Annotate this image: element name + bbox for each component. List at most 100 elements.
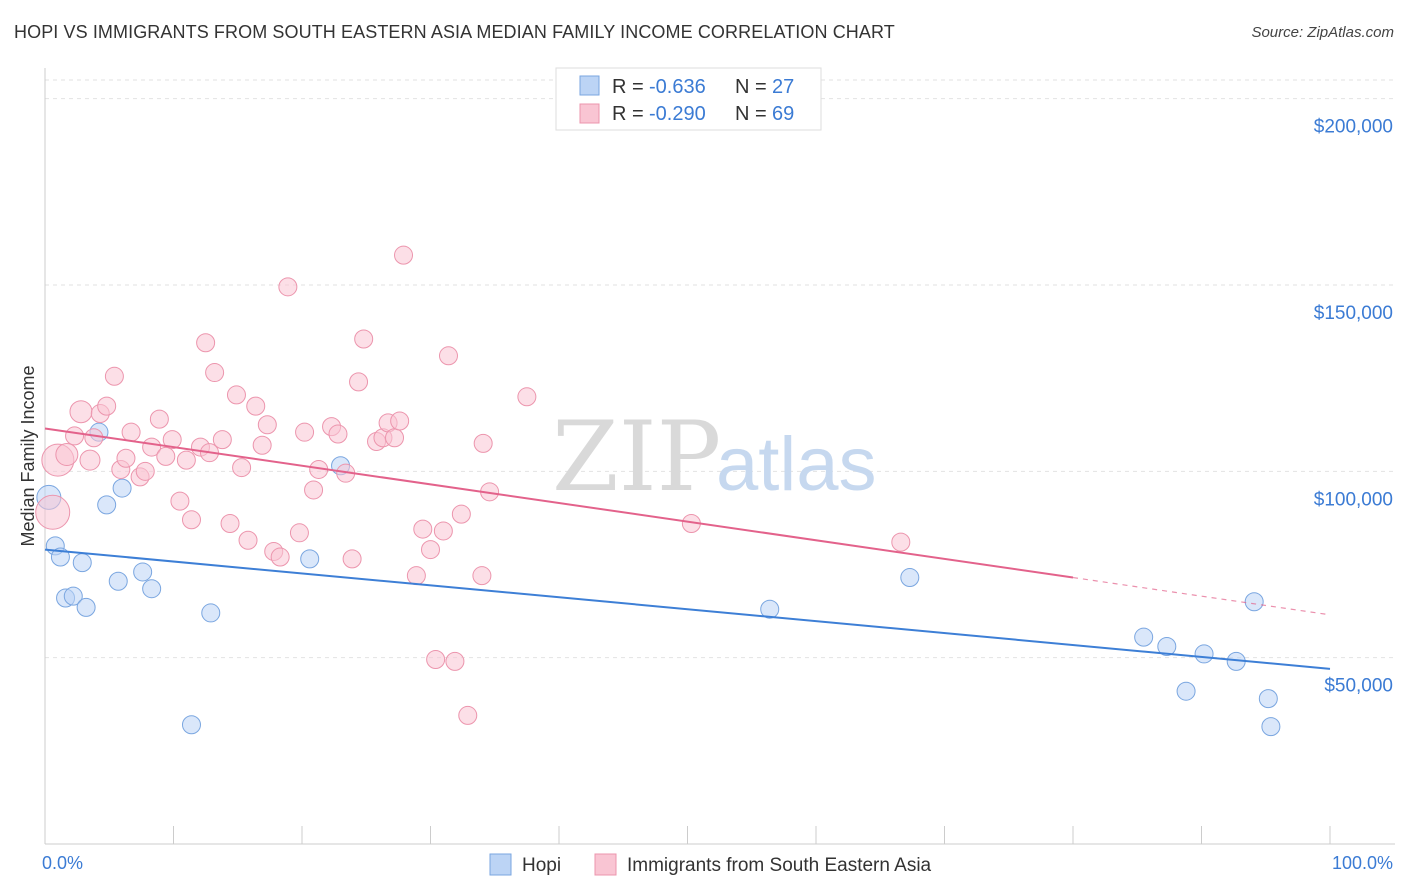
immigrants-point bbox=[270, 547, 290, 567]
points-layer bbox=[35, 245, 1281, 737]
hopi-point bbox=[1258, 689, 1278, 709]
immigrants-point bbox=[473, 433, 493, 453]
immigrants-point bbox=[472, 566, 492, 586]
immigrants-point bbox=[433, 521, 453, 541]
bottom-legend-label-hopi: Hopi bbox=[522, 855, 561, 876]
hopi-point bbox=[1244, 592, 1264, 612]
immigrants-point bbox=[97, 396, 117, 416]
immigrants-point bbox=[69, 400, 93, 424]
immigrants-point bbox=[170, 491, 190, 511]
bottom-legend: Hopi Immigrants from South Eastern Asia bbox=[489, 853, 932, 876]
immigrants-point bbox=[104, 366, 124, 386]
immigrants-point bbox=[135, 461, 155, 481]
immigrants-point bbox=[156, 446, 176, 466]
immigrants-point bbox=[304, 480, 324, 500]
legend-r-value-hopi: -0.636 bbox=[649, 76, 706, 98]
immigrants-point bbox=[295, 422, 315, 442]
immigrants-point bbox=[252, 435, 272, 455]
immigrants-point bbox=[385, 428, 405, 448]
immigrants-point bbox=[181, 510, 201, 530]
immigrants-point bbox=[458, 705, 478, 725]
immigrants-point bbox=[438, 346, 458, 366]
chart-source: Source: ZipAtlas.com bbox=[1251, 24, 1394, 41]
y-tick-label: $50,000 bbox=[1324, 676, 1393, 697]
legend-r-value-immigrants: -0.290 bbox=[649, 103, 706, 125]
legend-swatch-hopi bbox=[579, 75, 600, 96]
immigrants-point bbox=[162, 430, 182, 450]
immigrants-point bbox=[354, 329, 374, 349]
hopi-point bbox=[50, 547, 70, 567]
immigrants-point bbox=[121, 422, 141, 442]
immigrants-point bbox=[212, 430, 232, 450]
immigrants-point bbox=[328, 424, 348, 444]
immigrants-point bbox=[84, 428, 104, 448]
hopi-point bbox=[142, 579, 162, 599]
legend-box bbox=[555, 67, 822, 131]
immigrants-point bbox=[79, 449, 101, 471]
immigrants-point bbox=[289, 523, 309, 543]
x-tick-label: 100.0% bbox=[1332, 853, 1393, 873]
hopi-point bbox=[97, 495, 117, 515]
hopi-point bbox=[1194, 644, 1214, 664]
bottom-legend-swatch-hopi bbox=[489, 853, 512, 876]
watermark-zip: ZIP bbox=[552, 401, 721, 513]
immigrants-point bbox=[220, 513, 240, 533]
immigrants-trend-line-extension bbox=[1072, 576, 1331, 616]
immigrants-point bbox=[342, 549, 362, 569]
legend: R = -0.636 N = 27 R = -0.290 N = 69 bbox=[555, 67, 822, 131]
hopi-point bbox=[1176, 681, 1196, 701]
hopi-point bbox=[112, 478, 132, 498]
hopi-point bbox=[300, 549, 320, 569]
hopi-point bbox=[72, 553, 92, 573]
hopi-point bbox=[133, 562, 153, 582]
immigrants-point bbox=[421, 540, 440, 560]
legend-r-label-hopi: R = bbox=[612, 76, 644, 98]
hopi-point bbox=[1157, 636, 1177, 656]
hopi-point bbox=[201, 603, 221, 623]
y-tick-label: $100,000 bbox=[1314, 489, 1393, 510]
immigrants-point bbox=[176, 450, 196, 470]
legend-r-label-immigrants: R = bbox=[612, 103, 644, 125]
immigrants-point bbox=[196, 333, 216, 353]
immigrants-point bbox=[65, 426, 85, 446]
legend-n-label-hopi: N = bbox=[735, 76, 767, 98]
trend-layer bbox=[44, 427, 1331, 670]
grid-layer bbox=[45, 79, 1395, 659]
immigrants-point bbox=[226, 385, 246, 405]
immigrants-point bbox=[349, 372, 369, 392]
immigrants-point bbox=[445, 651, 465, 671]
hopi-point bbox=[181, 715, 201, 735]
hopi-trend-line bbox=[44, 548, 1331, 670]
y-tick-label: $150,000 bbox=[1314, 303, 1393, 324]
hopi-point bbox=[760, 599, 780, 619]
bottom-legend-label-immigrants: Immigrants from South Eastern Asia bbox=[627, 855, 932, 876]
y-axis-label: Median Family Income bbox=[18, 365, 38, 546]
hopi-point bbox=[63, 586, 83, 606]
immigrants-point bbox=[35, 494, 71, 530]
bottom-legend-swatch-immigrants bbox=[594, 853, 617, 876]
immigrants-point bbox=[406, 566, 426, 586]
immigrants-point bbox=[390, 411, 410, 431]
immigrants-point bbox=[413, 519, 433, 539]
legend-n-value-immigrants: 69 bbox=[772, 103, 794, 125]
immigrants-point bbox=[451, 504, 471, 524]
legend-n-label-immigrants: N = bbox=[735, 103, 767, 125]
immigrants-point bbox=[116, 448, 136, 468]
hopi-point bbox=[1134, 627, 1154, 647]
immigrants-point bbox=[205, 363, 225, 383]
immigrants-point bbox=[238, 530, 258, 550]
hopi-point bbox=[76, 597, 96, 617]
immigrants-point bbox=[246, 396, 266, 416]
immigrants-point bbox=[426, 650, 446, 670]
chart-title: HOPI VS IMMIGRANTS FROM SOUTH EASTERN AS… bbox=[14, 22, 895, 42]
hopi-point bbox=[1261, 717, 1281, 737]
immigrants-point bbox=[278, 277, 298, 297]
immigrants-point bbox=[394, 245, 414, 265]
legend-swatch-immigrants bbox=[579, 103, 600, 124]
immigrants-trend-line bbox=[44, 427, 1074, 579]
immigrants-point bbox=[149, 409, 169, 429]
immigrants-point bbox=[55, 443, 79, 467]
y-tick-label: $200,000 bbox=[1314, 117, 1393, 138]
hopi-point bbox=[108, 571, 128, 591]
